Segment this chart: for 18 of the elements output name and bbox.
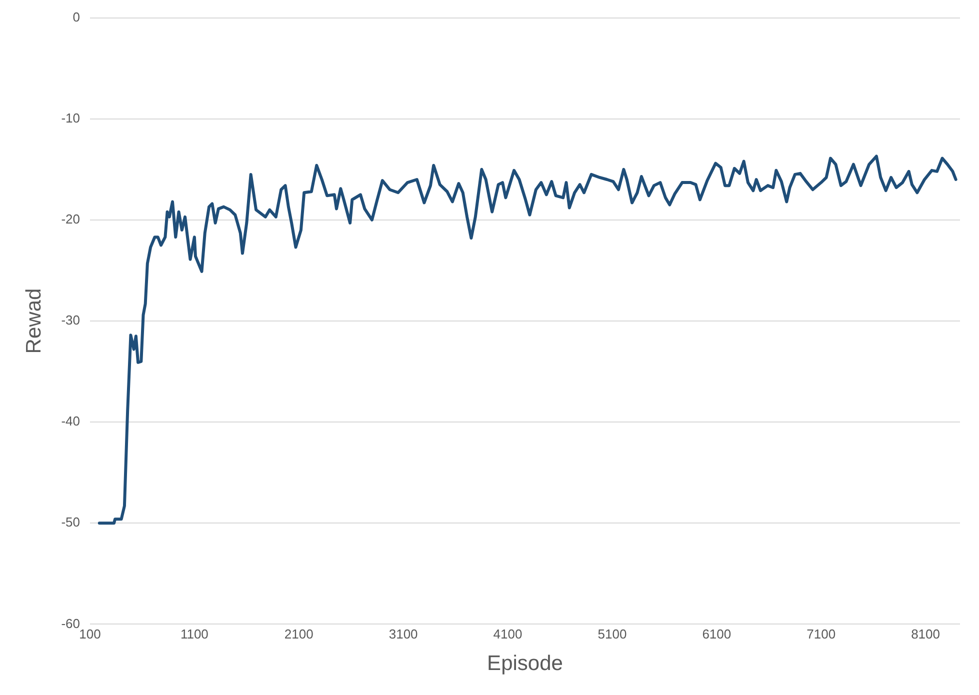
- x-tick-label: 7100: [806, 626, 836, 642]
- x-axis-title: Episode: [487, 652, 563, 676]
- y-tick-label: -10: [61, 110, 80, 126]
- y-tick-label: -30: [61, 312, 80, 328]
- x-tick-label: 100: [79, 626, 101, 642]
- x-tick-label: 8100: [911, 626, 940, 642]
- y-tick-label: -40: [61, 414, 80, 429]
- x-tick-label: 4100: [493, 626, 522, 642]
- y-tick-label: 0: [72, 9, 80, 24]
- y-tick-label: -60: [61, 616, 80, 631]
- y-tick-label: -20: [61, 212, 80, 227]
- x-tick-label: 6100: [702, 626, 732, 642]
- y-axis-title: Rewad: [22, 288, 46, 354]
- y-tick-label: -50: [61, 514, 80, 530]
- x-tick-label: 5100: [598, 626, 627, 642]
- x-tick-label: 1100: [180, 626, 208, 642]
- x-tick-label: 3100: [388, 626, 418, 642]
- x-tick-label: 2100: [284, 626, 314, 642]
